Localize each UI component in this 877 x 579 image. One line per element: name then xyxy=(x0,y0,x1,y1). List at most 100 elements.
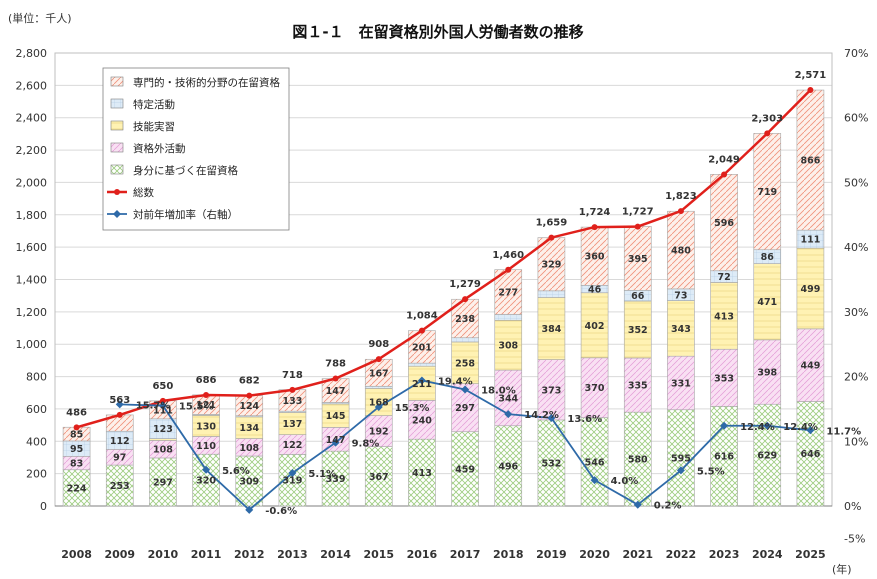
bar-segment-label: 595 xyxy=(671,453,691,464)
bar-segment-label: 238 xyxy=(455,314,475,325)
growth-rate-label: 15.5% xyxy=(179,402,214,413)
x-tick-label: 2010 xyxy=(148,548,179,561)
legend-label: 技能実習 xyxy=(133,120,175,133)
bar-segment xyxy=(537,297,566,360)
legend-swatch-marker xyxy=(113,210,121,218)
y2-tick-label: 0% xyxy=(844,500,861,513)
y-tick-label: 2,800 xyxy=(16,47,48,60)
bar-segment-label: 496 xyxy=(498,461,518,472)
growth-rate-point xyxy=(331,438,340,447)
legend-swatch-marker xyxy=(114,189,120,195)
y-tick-label: 200 xyxy=(26,468,47,481)
bar-segment-label: 646 xyxy=(800,449,820,460)
totals-label: 1,823 xyxy=(665,191,697,202)
bar-segment xyxy=(537,359,566,421)
unit-label: (単位：千人) xyxy=(8,11,72,25)
totals-point xyxy=(505,266,512,273)
bar-segment-label: 459 xyxy=(455,464,475,475)
growth-rate-label: 13.6% xyxy=(567,414,602,425)
chart-title: 図１-１ 在留資格別外国人労働者数の推移 xyxy=(292,23,583,41)
growth-rate-point xyxy=(417,376,426,385)
y2-tick-label: 40% xyxy=(844,241,868,254)
growth-rate-point xyxy=(461,385,470,394)
bar-segment xyxy=(235,455,264,507)
bar-segment-label: 335 xyxy=(628,381,648,392)
bar-segment-label: 499 xyxy=(800,284,820,295)
x-tick-label: 2025 xyxy=(795,548,826,561)
bar-segment-label: 546 xyxy=(585,457,605,468)
x-tick-label: 2020 xyxy=(579,548,610,561)
totals-point xyxy=(159,397,166,404)
y2-tick-label: 10% xyxy=(844,435,868,448)
totals-label: 1,659 xyxy=(536,218,568,229)
totals-label: 908 xyxy=(368,339,389,350)
bar-segment-label: 130 xyxy=(196,421,216,432)
totals-point xyxy=(246,392,253,399)
y2-tick-label: 30% xyxy=(844,306,868,319)
bar-segment-label: 309 xyxy=(239,477,259,488)
y-tick-label: 0 xyxy=(40,500,47,513)
bar-segment xyxy=(753,133,782,251)
totals-label: 2,571 xyxy=(795,70,827,81)
bar-segment-label: 211 xyxy=(412,379,432,390)
bar-segment-label: 83 xyxy=(70,459,83,470)
bar-segment xyxy=(494,314,523,321)
legend-label: 総数 xyxy=(133,186,154,199)
bar-segment-label: 72 xyxy=(717,272,730,283)
bar-segment xyxy=(364,385,393,389)
y-tick-label: 1,000 xyxy=(16,338,48,351)
bar-segment-label: 331 xyxy=(671,378,691,389)
bar-segment-label: 532 xyxy=(541,458,561,469)
growth-rate-label: 0.2% xyxy=(654,501,682,512)
bar-segment-label: 866 xyxy=(800,156,820,167)
totals-label: 563 xyxy=(109,395,130,406)
y-tick-label: 2,200 xyxy=(16,144,48,157)
growth-rate-point xyxy=(245,505,254,514)
legend-label: 専門的・技術的分野の在留資格 xyxy=(133,76,280,89)
bar-segment-label: 111 xyxy=(153,405,173,416)
bar-segment-label: 471 xyxy=(757,297,777,308)
bar-segment-label: 168 xyxy=(369,397,389,408)
bar-segment xyxy=(408,362,436,367)
x-tick-label: 2014 xyxy=(320,548,351,561)
bar-segment xyxy=(667,210,695,290)
bar-segment-label: 147 xyxy=(326,435,346,446)
bar-segment xyxy=(796,401,825,507)
bar-segment-label: 395 xyxy=(628,254,648,265)
y-tick-label: 1,200 xyxy=(16,306,48,319)
totals-point xyxy=(677,208,684,215)
bar-segment-label: 308 xyxy=(498,341,518,352)
x-tick-label: 2013 xyxy=(277,548,308,561)
growth-rate-point xyxy=(633,500,642,509)
totals-label: 686 xyxy=(196,375,217,386)
growth-rate-point xyxy=(202,465,211,474)
growth-rate-point xyxy=(115,400,124,409)
totals-label: 1,279 xyxy=(449,279,481,290)
bar-segment-label: 121 xyxy=(196,400,216,411)
bar-segment-label: 360 xyxy=(585,252,605,263)
bar-segment-label: 353 xyxy=(714,373,734,384)
bar-segment-label: 616 xyxy=(714,452,734,463)
totals-point xyxy=(721,171,728,178)
legend-label: 対前年増加率（右軸） xyxy=(133,208,238,221)
bar-segment-label: 320 xyxy=(196,476,216,487)
growth-rate-label: 9.8% xyxy=(352,439,380,450)
x-tick-label: 2023 xyxy=(709,548,740,561)
bar-segment-label: 95 xyxy=(70,444,83,455)
bar-segment-label: 108 xyxy=(239,443,259,454)
bar-segment-label: 343 xyxy=(671,324,691,335)
x-tick-label: 2015 xyxy=(363,548,394,561)
bar-segment-label: 319 xyxy=(282,476,302,487)
totals-label: 1,727 xyxy=(622,207,654,218)
x-tick-label: 2021 xyxy=(622,548,653,561)
bar-segment-label: 122 xyxy=(282,440,302,451)
bar-segment xyxy=(623,300,652,359)
y-tick-label: 2,600 xyxy=(16,79,48,92)
growth-rate-point xyxy=(676,466,685,475)
bar-segment-label: 580 xyxy=(628,455,648,466)
y2-tick-label: 60% xyxy=(844,112,868,125)
y2-tick-label: 50% xyxy=(844,176,868,189)
bar-segment-label: 367 xyxy=(369,472,389,483)
bar-segment-label: 133 xyxy=(282,396,302,407)
x-tick-label: 2018 xyxy=(493,548,524,561)
